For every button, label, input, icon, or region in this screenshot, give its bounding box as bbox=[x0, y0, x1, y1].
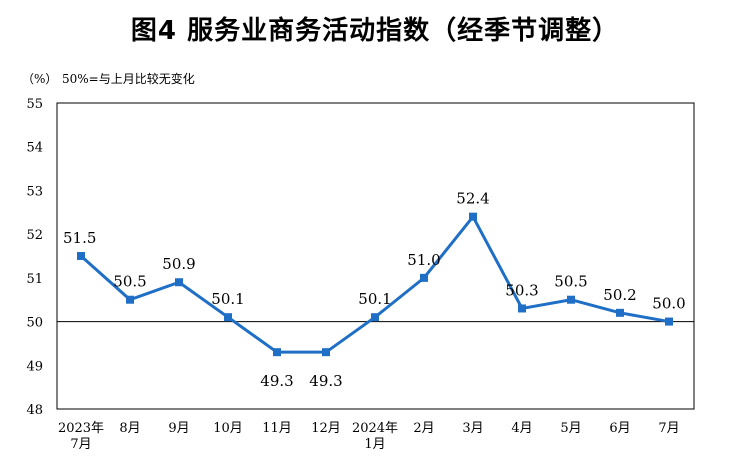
y-tick-label: 48 bbox=[26, 403, 43, 418]
x-tick-label: 9月 bbox=[168, 421, 189, 436]
x-tick-label: 11月 bbox=[262, 421, 292, 436]
y-tick-label: 53 bbox=[26, 184, 43, 199]
data-label: 50.1 bbox=[211, 290, 244, 308]
data-label: 50.1 bbox=[358, 290, 391, 308]
x-tick-label: 2月 bbox=[413, 421, 434, 436]
x-tick-label: 2023年 7月 bbox=[58, 421, 104, 452]
data-label: 51.5 bbox=[63, 229, 96, 247]
data-point-marker bbox=[518, 304, 526, 313]
x-tick-label: 6月 bbox=[609, 421, 630, 436]
data-label: 49.3 bbox=[260, 372, 293, 390]
data-label: 50.0 bbox=[652, 295, 685, 313]
data-label: 50.5 bbox=[554, 273, 587, 291]
y-axis-ticks: 48 49 50 51 52 53 54 55 bbox=[26, 97, 43, 418]
data-label: 50.2 bbox=[603, 286, 636, 304]
data-labels: 51.5 50.5 50.9 50.1 49.3 49.3 50.1 51.0 52.4 50.3… bbox=[63, 190, 686, 391]
x-tick-label: 5月 bbox=[560, 421, 581, 436]
data-point-marker bbox=[126, 295, 134, 304]
plot-frame bbox=[56, 102, 695, 410]
data-label: 51.0 bbox=[407, 251, 440, 269]
data-label: 50.3 bbox=[505, 281, 538, 299]
data-point-marker bbox=[665, 317, 673, 326]
data-point-marker bbox=[77, 252, 85, 260]
data-point-marker bbox=[273, 348, 281, 357]
x-tick-label: 2024年 1月 bbox=[352, 421, 398, 452]
x-tick-label: 7月 bbox=[658, 421, 679, 436]
y-tick-label: 52 bbox=[26, 228, 43, 243]
chart-title: 图4 服务业商务活动指数（经季节调整） bbox=[130, 16, 620, 46]
x-tick-label: 8月 bbox=[119, 421, 140, 436]
data-point-marker bbox=[175, 278, 183, 287]
x-tick-label: 10月 bbox=[213, 421, 243, 436]
y-tick-label: 50 bbox=[26, 316, 43, 331]
data-label: 50.9 bbox=[162, 255, 195, 273]
data-point-marker bbox=[469, 212, 477, 221]
data-point-marker bbox=[322, 348, 330, 357]
y-tick-label: 49 bbox=[26, 359, 43, 374]
data-point-marker bbox=[371, 313, 379, 322]
data-points bbox=[77, 212, 673, 357]
data-point-marker bbox=[224, 313, 232, 322]
chart-note: 50%=与上月比较无变化 bbox=[62, 72, 195, 86]
data-label: 50.5 bbox=[113, 273, 146, 291]
y-tick-label: 55 bbox=[26, 97, 43, 112]
x-tick-label: 4月 bbox=[511, 421, 532, 436]
x-tick-label: 3月 bbox=[462, 421, 483, 436]
x-tick-label: 12月 bbox=[311, 421, 341, 436]
x-axis-ticks: 2023年 7月 8月 9月 10月 11月 12月 2024年 1月 2月 3月 4月 5月 6月 7月 bbox=[58, 421, 680, 452]
data-point-marker bbox=[567, 295, 575, 304]
data-point-marker bbox=[420, 273, 428, 282]
data-label: 49.3 bbox=[309, 372, 342, 390]
y-tick-label: 51 bbox=[26, 272, 43, 287]
y-tick-label: 54 bbox=[26, 141, 43, 156]
data-label: 52.4 bbox=[456, 190, 489, 208]
data-point-marker bbox=[616, 308, 624, 317]
y-axis-unit-label: （%） bbox=[22, 72, 58, 86]
